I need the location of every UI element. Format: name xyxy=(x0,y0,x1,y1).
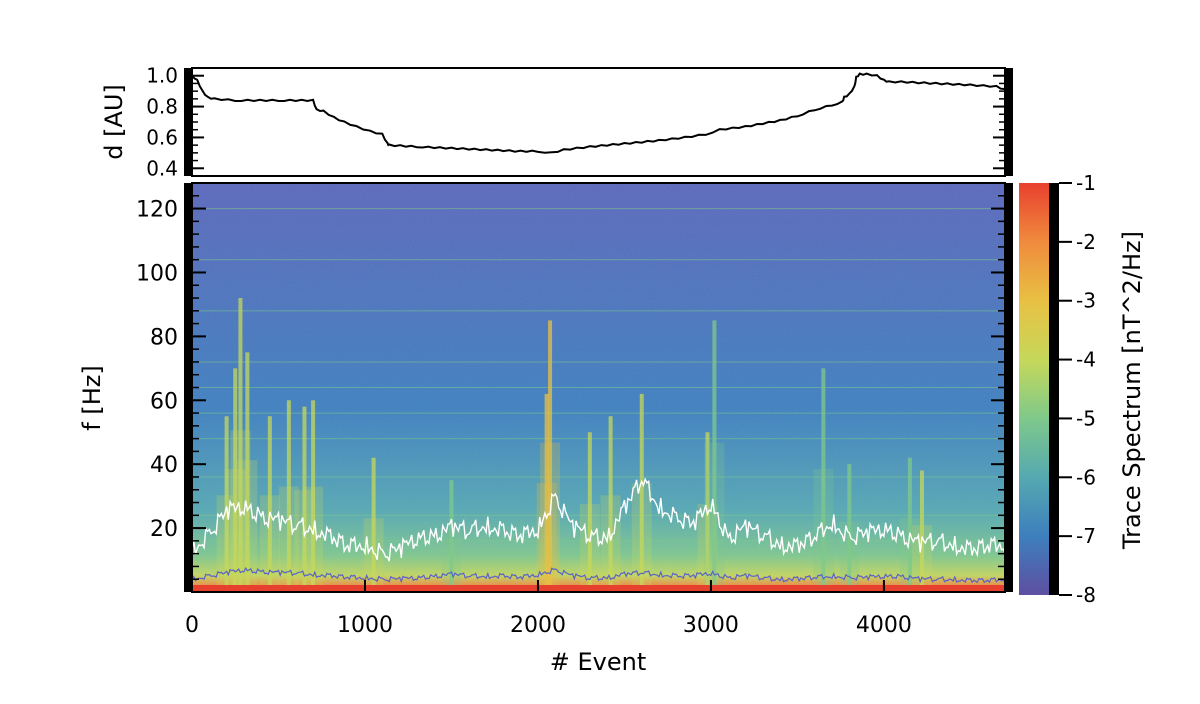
left-axis-bar xyxy=(184,183,192,592)
spectral-feature xyxy=(587,432,592,592)
colorbar-ticks: -1 -2 -3 -4 -5 -6 -7 -8 xyxy=(1059,171,1096,607)
distance-y-tick-label: 1.0 xyxy=(146,64,178,88)
spectrogram-x-ticks: 0 1000 2000 3000 4000 xyxy=(185,580,912,638)
y-tick-label: 100 xyxy=(136,261,178,286)
colorbar-tick-label: -5 xyxy=(1076,406,1096,430)
spectral-feature-halo xyxy=(294,490,315,592)
spectral-feature-halo xyxy=(813,468,834,592)
spectral-feature-halo xyxy=(911,525,932,592)
distance-y-tick-label: 0.6 xyxy=(146,125,178,149)
spectral-feature-halo xyxy=(216,495,237,592)
colorbar-label: Trace Spectrum [nT^2/Hz] xyxy=(1118,231,1146,550)
spectral-feature-halo xyxy=(237,460,258,592)
blue-overlay-line xyxy=(192,566,1005,584)
spectral-feature xyxy=(548,320,553,592)
spectral-feature xyxy=(449,480,454,592)
spectral-feature-halo xyxy=(540,442,561,592)
spectrogram-y-ticks: 20 40 60 80 100 120 xyxy=(136,195,1005,580)
spectral-feature xyxy=(821,368,826,592)
spectral-feature xyxy=(608,416,613,592)
y-tick-label: 20 xyxy=(150,517,178,542)
spectral-feature xyxy=(847,464,852,592)
spectrogram-low-frequency-band xyxy=(192,585,1005,592)
distance-frame xyxy=(184,67,1013,177)
spectral-feature-halo xyxy=(259,495,280,592)
colorbar-bar xyxy=(1019,183,1049,595)
left-axis-bar xyxy=(184,68,192,176)
spectral-feature xyxy=(302,406,307,592)
spectral-feature-halo xyxy=(303,486,324,592)
y-tick-label: 60 xyxy=(150,389,178,414)
colorbar-tick-label: -4 xyxy=(1076,348,1096,372)
y-tick-label: 80 xyxy=(150,325,178,350)
x-tick-label: 0 xyxy=(185,613,199,638)
colorbar-tick-label: -3 xyxy=(1076,289,1096,313)
spectral-feature xyxy=(267,416,272,592)
x-tick-label: 3000 xyxy=(683,613,739,638)
spectrogram-panel: 0 1000 2000 3000 4000 20 40 60 80 100 120 # Event… xyxy=(78,182,1013,676)
spectral-feature-halo xyxy=(363,518,384,592)
spectral-feature xyxy=(639,393,644,592)
distance-line xyxy=(191,72,1006,154)
distance-y-tick-label: 0.8 xyxy=(146,95,178,119)
white-overlay-line xyxy=(192,477,1005,562)
spectral-feature xyxy=(286,400,291,592)
spectral-feature xyxy=(233,368,238,592)
colorbar-tick-label: -8 xyxy=(1076,583,1096,607)
spectral-feature xyxy=(544,393,549,592)
spectral-feature-halo xyxy=(278,486,299,592)
colorbar-tick-label: -7 xyxy=(1076,524,1096,548)
x-tick-label: 2000 xyxy=(510,613,566,638)
distance-panel: 0.4 0.6 0.8 1.0 d [AU] xyxy=(100,64,1013,180)
y-axis-label: f [Hz] xyxy=(78,365,106,430)
spectral-feature xyxy=(224,416,229,592)
spectral-feature-halo xyxy=(704,442,725,592)
right-axis-bar xyxy=(1005,68,1013,176)
distance-y-ticks: 0.4 0.6 0.8 1.0 xyxy=(146,64,1005,180)
spectral-feature-halo xyxy=(631,483,652,592)
spectral-feature xyxy=(919,470,924,592)
spectrogram-features xyxy=(216,298,932,592)
spectral-feature-halo xyxy=(899,518,920,592)
right-axis-bar xyxy=(1005,183,1013,592)
spectral-feature xyxy=(245,352,250,592)
spectral-feature xyxy=(311,400,316,592)
distance-y-label: d [AU] xyxy=(100,84,128,160)
x-tick-label: 4000 xyxy=(856,613,912,638)
distance-y-tick-label: 0.4 xyxy=(146,156,178,180)
spectrogram-horizontal-lines xyxy=(192,208,1005,542)
spectral-feature xyxy=(907,457,912,592)
colorbar: -1 -2 -3 -4 -5 -6 -7 -8 Trace Spectrum [nT^2/Hz… xyxy=(1019,171,1146,607)
x-axis-label: # Event xyxy=(550,648,647,676)
spectral-feature xyxy=(712,320,717,592)
spectral-feature xyxy=(371,457,376,592)
colorbar-tick-label: -1 xyxy=(1076,171,1096,195)
colorbar-axis xyxy=(1049,183,1059,595)
distance-plot-area xyxy=(192,68,1005,176)
spectral-feature-halo xyxy=(441,530,462,592)
spectrogram-overlays xyxy=(192,477,1005,584)
colorbar-tick-label: -2 xyxy=(1076,230,1096,254)
y-tick-label: 40 xyxy=(150,453,178,478)
x-tick-label: 1000 xyxy=(337,613,393,638)
spectral-feature xyxy=(238,298,243,592)
colorbar-tick-label: -6 xyxy=(1076,465,1096,489)
y-tick-label: 120 xyxy=(136,198,178,223)
